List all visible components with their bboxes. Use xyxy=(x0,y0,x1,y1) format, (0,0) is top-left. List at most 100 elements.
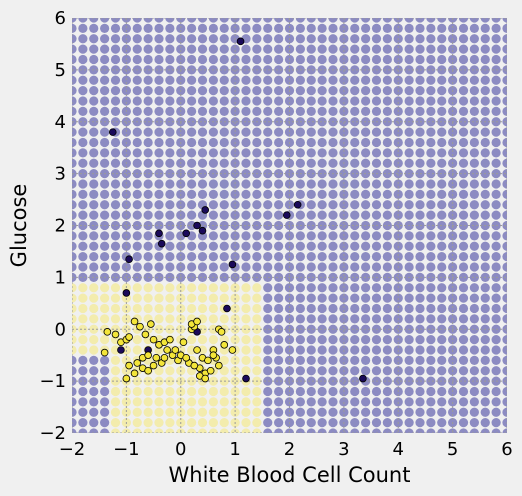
mesh-dot xyxy=(458,376,469,386)
mesh-dot xyxy=(89,86,99,96)
mesh-dot xyxy=(72,169,77,179)
mesh-dot xyxy=(197,96,208,106)
mesh-dot xyxy=(72,355,77,365)
mesh-dot xyxy=(415,335,425,345)
mesh-dot xyxy=(371,366,382,376)
mesh-dot xyxy=(350,34,360,44)
mesh-dot xyxy=(382,407,392,417)
mesh-dot xyxy=(208,18,218,23)
mesh-dot xyxy=(165,200,175,210)
mesh-dot xyxy=(100,210,110,220)
mesh-dot xyxy=(469,303,479,314)
mesh-dot xyxy=(143,428,153,433)
mesh-dot xyxy=(219,252,229,262)
mesh-dot xyxy=(100,189,110,199)
mesh-dot xyxy=(187,158,197,168)
mesh-dot xyxy=(165,86,175,96)
mesh-dot xyxy=(458,169,469,179)
mesh-dot xyxy=(361,366,371,376)
mesh-dot xyxy=(502,137,507,148)
mesh-dot xyxy=(154,96,164,106)
mesh-dot xyxy=(317,345,327,355)
mesh-dot xyxy=(263,252,273,262)
mesh-dot xyxy=(143,96,153,106)
mesh-dot xyxy=(437,293,447,303)
mesh-dot xyxy=(437,158,447,168)
mesh-dot xyxy=(295,106,305,116)
mesh-dot xyxy=(502,314,507,324)
mesh-dot xyxy=(458,283,469,293)
mesh-dot xyxy=(78,75,88,85)
mesh-dot xyxy=(480,335,490,345)
mesh-dot xyxy=(448,148,458,158)
mesh-dot xyxy=(393,169,403,179)
mesh-dot xyxy=(382,44,392,54)
mesh-dot xyxy=(350,366,360,376)
mesh-dot xyxy=(143,34,153,44)
mesh-dot xyxy=(437,54,447,65)
mesh-dot xyxy=(339,96,349,106)
mesh-dot xyxy=(197,397,208,407)
mesh-dot xyxy=(371,418,382,428)
mesh-dot xyxy=(78,262,88,272)
mesh-dot xyxy=(469,34,479,44)
data-point-series-0 xyxy=(108,128,117,136)
mesh-dot xyxy=(426,324,436,334)
mesh-dot xyxy=(274,407,284,417)
mesh-dot xyxy=(480,18,490,23)
mesh-dot xyxy=(382,54,392,65)
mesh-dot xyxy=(437,18,447,23)
mesh-dot xyxy=(89,241,99,251)
mesh-dot xyxy=(241,335,251,345)
mesh-dot xyxy=(317,355,327,365)
mesh-dot xyxy=(306,376,316,386)
mesh-dot xyxy=(502,127,507,137)
mesh-dot xyxy=(426,386,436,397)
data-point-series-1 xyxy=(125,361,133,370)
mesh-dot xyxy=(241,86,251,96)
mesh-dot xyxy=(404,397,414,407)
mesh-dot xyxy=(78,148,88,158)
mesh-dot xyxy=(480,179,490,189)
mesh-dot xyxy=(437,200,447,210)
mesh-dot xyxy=(306,127,316,137)
mesh-dot xyxy=(382,169,392,179)
mesh-dot xyxy=(426,231,436,241)
mesh-dot xyxy=(491,189,501,199)
mesh-dot xyxy=(328,241,338,251)
mesh-dot xyxy=(252,179,262,189)
mesh-dot xyxy=(339,148,349,158)
data-point-series-1 xyxy=(130,317,139,326)
data-point-series-0 xyxy=(228,260,237,269)
mesh-dot xyxy=(458,189,469,199)
mesh-dot xyxy=(274,210,284,220)
mesh-dot xyxy=(480,355,490,365)
mesh-dot xyxy=(426,366,436,376)
mesh-dot xyxy=(187,96,197,106)
mesh-dot xyxy=(121,272,131,282)
mesh-dot xyxy=(426,283,436,293)
mesh-dot xyxy=(219,44,229,54)
mesh-dot xyxy=(361,189,371,199)
mesh-dot xyxy=(458,324,469,334)
mesh-dot xyxy=(317,418,327,428)
mesh-dot xyxy=(491,23,501,33)
mesh-dot xyxy=(317,407,327,417)
data-point-series-1 xyxy=(179,338,188,347)
mesh-dot xyxy=(480,96,490,106)
mesh-dot xyxy=(415,18,425,23)
mesh-dot xyxy=(382,397,392,407)
mesh-dot xyxy=(143,127,153,137)
mesh-dot xyxy=(219,158,229,168)
mesh-dot xyxy=(458,262,469,272)
mesh-dot xyxy=(154,54,164,65)
mesh-dot xyxy=(317,283,327,293)
mesh-dot xyxy=(458,75,469,85)
mesh-dot xyxy=(89,407,99,417)
mesh-dot xyxy=(274,314,284,324)
mesh-dot xyxy=(252,34,262,44)
mesh-dot xyxy=(437,314,447,324)
mesh-dot xyxy=(361,75,371,85)
mesh-dot xyxy=(154,324,164,334)
mesh-dot xyxy=(350,262,360,272)
